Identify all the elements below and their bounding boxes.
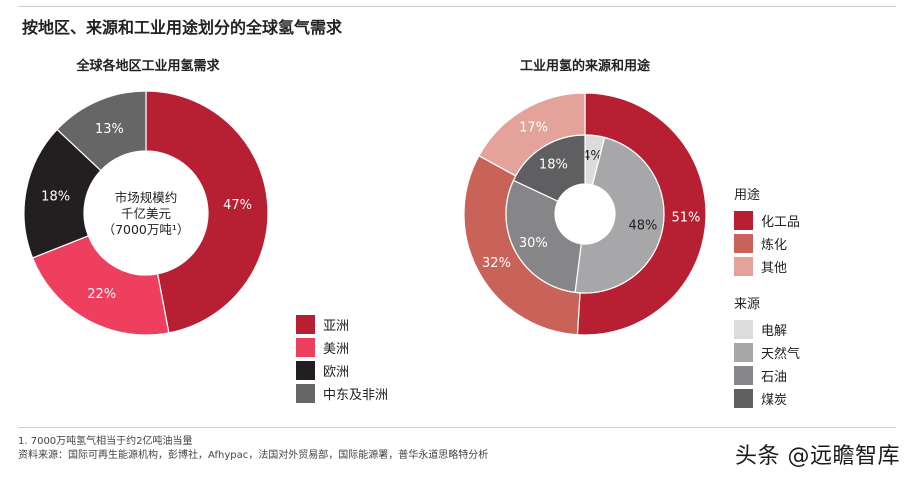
center-label-line-2: 千亿美元 bbox=[121, 206, 171, 221]
use-value-label-3: 17% bbox=[519, 121, 548, 136]
source-value-label-3: 30% bbox=[519, 236, 548, 251]
top-divider bbox=[18, 6, 896, 7]
source-legend-title: 来源 bbox=[734, 297, 761, 312]
footnote: 1. 7000万吨氢气相当于约2亿吨油当量 bbox=[18, 436, 193, 447]
region-legend-item-3: 欧洲 bbox=[296, 359, 388, 382]
region-value-label-3: 18% bbox=[41, 189, 70, 204]
use-legend-title: 用途 bbox=[734, 188, 761, 203]
use-legend-swatch bbox=[734, 257, 753, 276]
region-legend-swatch bbox=[296, 315, 315, 334]
region-legend-label: 美洲 bbox=[323, 342, 350, 357]
region-legend-item-2: 美洲 bbox=[296, 336, 388, 359]
page-title: 按地区、来源和工业用途划分的全球氢气需求 bbox=[22, 18, 343, 37]
bottom-divider bbox=[18, 427, 896, 428]
use-value-label-1: 51% bbox=[671, 211, 700, 226]
region-slice-1 bbox=[145, 90, 269, 334]
source-legend-label: 天然气 bbox=[761, 347, 801, 362]
region-slice-2 bbox=[31, 235, 170, 336]
left-chart-title: 全球各地区工业用氢需求 bbox=[76, 59, 220, 74]
region-legend-label: 欧洲 bbox=[323, 365, 350, 380]
region-value-label-1: 47% bbox=[223, 198, 252, 213]
source-legend: 来源 电解天然气石油煤炭 bbox=[734, 293, 800, 410]
right-chart-title: 工业用氢的来源和用途 bbox=[519, 59, 651, 74]
source-value-label-2: 48% bbox=[629, 219, 658, 234]
use-value-label-2: 32% bbox=[482, 256, 511, 271]
region-legend-item-4: 中东及非洲 bbox=[296, 382, 388, 405]
use-legend-label: 炼化 bbox=[761, 238, 788, 253]
source-value-label-4: 18% bbox=[539, 158, 568, 173]
region-legend-label: 中东及非洲 bbox=[323, 388, 389, 403]
source-slice-3 bbox=[505, 179, 582, 294]
region-value-label-2: 22% bbox=[87, 287, 116, 302]
use-legend-swatch bbox=[734, 211, 753, 230]
use-legend-label: 其他 bbox=[761, 261, 788, 276]
source-legend-item-1: 电解 bbox=[734, 318, 800, 341]
source-legend-swatch bbox=[734, 343, 753, 362]
watermark: 头条 @远瞻智库 bbox=[735, 444, 900, 469]
source-legend-label: 石油 bbox=[761, 370, 788, 385]
use-legend-item-3: 其他 bbox=[734, 255, 800, 278]
source-legend-label: 煤炭 bbox=[761, 393, 788, 408]
source-legend-label: 电解 bbox=[761, 324, 788, 339]
source-slice-4 bbox=[512, 134, 586, 203]
region-slice-4 bbox=[56, 90, 147, 172]
use-legend-item-1: 化工品 bbox=[734, 209, 800, 232]
use-legend: 用途 化工品炼化其他 bbox=[734, 184, 800, 278]
source-legend-swatch bbox=[734, 366, 753, 385]
region-legend: 亚洲美洲欧洲中东及非洲 bbox=[296, 313, 388, 405]
source-value-label-1: 4% bbox=[582, 149, 603, 164]
source-legend-swatch bbox=[734, 320, 753, 339]
use-legend-label: 化工品 bbox=[761, 215, 801, 230]
source-note: 资料来源：国际可再生能源机构，彭博社，Afhypac，法国对外贸易部，国际能源署… bbox=[18, 450, 489, 461]
use-legend-swatch bbox=[734, 234, 753, 253]
region-value-label-4: 13% bbox=[95, 122, 124, 137]
source-slice-2 bbox=[574, 136, 665, 294]
source-legend-item-4: 煤炭 bbox=[734, 387, 800, 410]
center-label-line-3: （7000万吨¹） bbox=[103, 222, 190, 237]
region-legend-label: 亚洲 bbox=[323, 319, 350, 334]
source-legend-swatch bbox=[734, 389, 753, 408]
source-legend-item-2: 天然气 bbox=[734, 341, 800, 364]
region-legend-swatch bbox=[296, 361, 315, 380]
source-legend-item-3: 石油 bbox=[734, 364, 800, 387]
use-legend-item-2: 炼化 bbox=[734, 232, 800, 255]
region-legend-item-1: 亚洲 bbox=[296, 313, 388, 336]
region-legend-swatch bbox=[296, 338, 315, 357]
center-label-line-1: 市场规模约 bbox=[115, 190, 178, 205]
region-legend-swatch bbox=[296, 384, 315, 403]
